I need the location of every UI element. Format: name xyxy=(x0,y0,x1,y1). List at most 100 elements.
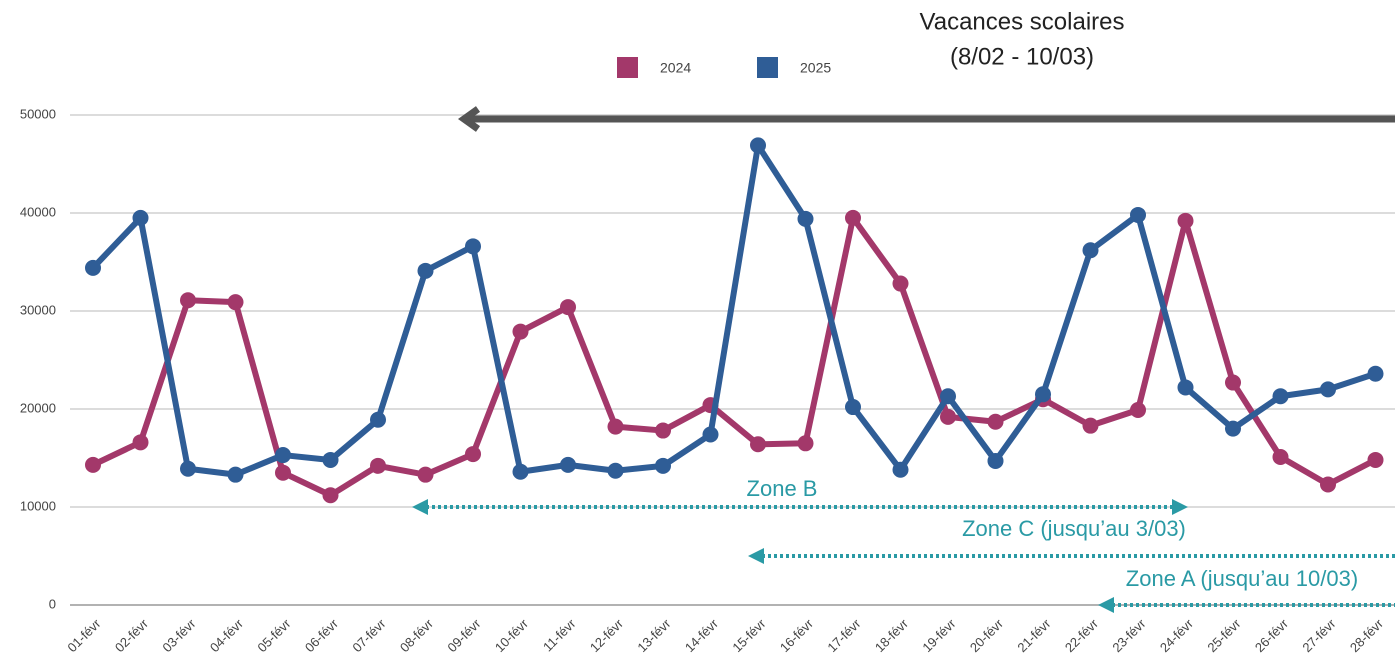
point xyxy=(465,446,481,463)
x-tick-label: 27-févr xyxy=(1299,615,1339,655)
x-tick-label: 03-févr xyxy=(159,615,199,655)
point xyxy=(1130,206,1146,223)
x-tick-label: 17-févr xyxy=(824,615,864,655)
point xyxy=(750,436,766,453)
x-tick-label: 12-févr xyxy=(587,615,627,655)
x-tick-label: 19-févr xyxy=(919,615,959,655)
zone-label: Zone B xyxy=(747,476,818,501)
x-tick-label: 08-févr xyxy=(397,615,437,655)
point xyxy=(750,137,766,154)
point xyxy=(560,299,576,316)
point xyxy=(1082,242,1099,259)
x-tick-label: 10-févr xyxy=(492,615,532,655)
x-tick-label: 11-févr xyxy=(540,615,579,654)
x-tick-label: 06-févr xyxy=(302,615,342,655)
point xyxy=(322,487,339,504)
x-tick-label: 02-févr xyxy=(112,615,152,655)
point xyxy=(1225,374,1241,391)
point xyxy=(180,292,196,309)
point xyxy=(85,456,101,473)
point xyxy=(512,463,529,480)
x-tick-label: 04-févr xyxy=(207,615,247,655)
point xyxy=(1082,417,1099,434)
x-tick-label: 23-févr xyxy=(1109,615,1149,655)
y-tick-label: 40000 xyxy=(20,204,56,219)
y-tick-label: 20000 xyxy=(20,400,56,415)
point xyxy=(845,399,861,416)
x-tick-label: 13-févr xyxy=(634,615,674,655)
point xyxy=(132,434,149,451)
legend-swatch xyxy=(757,57,778,78)
point xyxy=(1367,451,1384,468)
point xyxy=(892,275,909,292)
zone-label: Zone C (jusqu’au 3/03) xyxy=(962,516,1186,541)
y-tick-label: 0 xyxy=(49,596,56,611)
point xyxy=(797,210,814,227)
series-line xyxy=(91,214,1377,499)
point xyxy=(1320,381,1336,398)
x-tick-label: 28-févr xyxy=(1347,615,1387,655)
point xyxy=(275,447,291,464)
point xyxy=(275,464,291,481)
arrow-head xyxy=(457,106,481,132)
point xyxy=(1130,401,1146,418)
x-tick-label: 14-févr xyxy=(682,615,722,655)
point xyxy=(1177,379,1194,396)
x-tick-label: 16-févr xyxy=(777,615,817,655)
x-tick-label: 05-févr xyxy=(254,615,294,655)
point xyxy=(465,238,481,255)
point xyxy=(1272,449,1289,466)
y-tick-label: 10000 xyxy=(20,498,56,513)
point xyxy=(322,451,339,468)
point xyxy=(607,462,624,479)
point xyxy=(655,422,671,439)
y-tick-label: 30000 xyxy=(20,302,56,317)
x-tick-label: 22-févr xyxy=(1062,615,1102,655)
point xyxy=(987,413,1004,430)
point xyxy=(227,466,244,483)
point xyxy=(797,435,814,452)
point xyxy=(892,461,909,478)
point xyxy=(940,408,956,425)
annotation: (8/02 - 10/03) xyxy=(950,43,1094,70)
point xyxy=(180,460,196,477)
point xyxy=(987,452,1004,469)
x-tick-label: 24-févr xyxy=(1157,615,1197,655)
point xyxy=(845,209,861,226)
point xyxy=(417,262,434,279)
y-tick-label: 50000 xyxy=(20,106,56,121)
point xyxy=(227,294,244,311)
legend-label: 2025 xyxy=(800,60,831,76)
point xyxy=(370,411,386,428)
x-tick-label: 25-févr xyxy=(1204,615,1244,655)
series-line xyxy=(90,142,1377,478)
point xyxy=(1225,420,1241,437)
x-tick-label: 01-févr xyxy=(64,615,104,655)
annotation: Vacances scolaires xyxy=(920,8,1125,35)
point xyxy=(132,209,149,226)
point xyxy=(370,457,386,474)
legend-label: 2024 xyxy=(660,60,691,76)
x-tick-label: 09-févr xyxy=(444,615,484,655)
x-tick-label: 26-févr xyxy=(1252,615,1292,655)
point xyxy=(1320,476,1336,493)
point xyxy=(560,456,576,473)
point xyxy=(1272,388,1289,405)
point xyxy=(607,418,624,435)
point xyxy=(1177,212,1194,229)
grid xyxy=(70,114,1395,606)
point xyxy=(512,323,529,340)
point xyxy=(655,457,671,474)
x-tick-label: 18-févr xyxy=(872,615,912,655)
point xyxy=(940,388,956,405)
x-tick-label: 15-févr xyxy=(729,615,769,655)
legend-swatch xyxy=(617,57,638,78)
point xyxy=(1367,365,1384,382)
point xyxy=(702,426,719,443)
point xyxy=(417,466,434,483)
point xyxy=(1035,386,1051,403)
x-tick-label: 21-févr xyxy=(1014,615,1054,655)
x-tick-label: 07-févr xyxy=(349,615,389,655)
